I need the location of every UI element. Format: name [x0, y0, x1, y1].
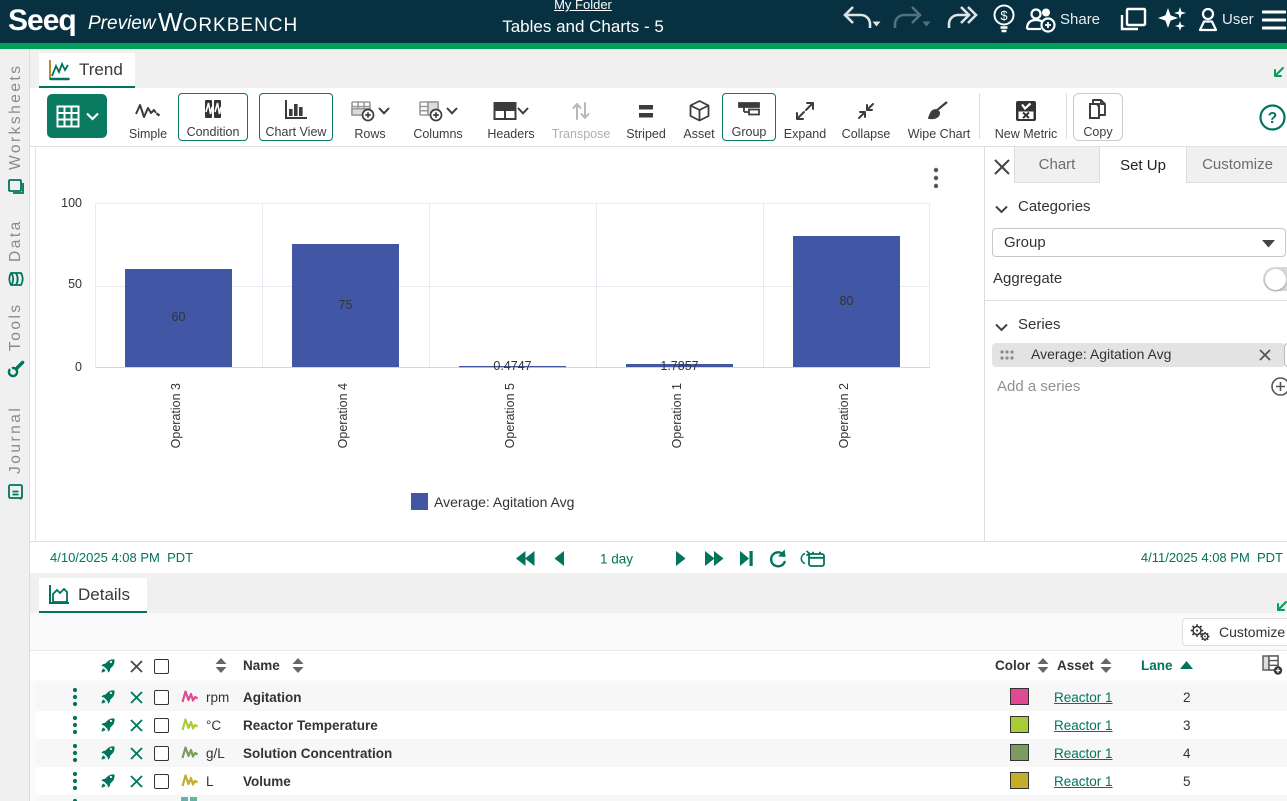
svg-text:Operation 4: Operation 4	[336, 383, 350, 448]
svg-text:60: 60	[172, 310, 186, 324]
svg-text:0: 0	[75, 360, 82, 374]
svg-text:75: 75	[339, 298, 353, 312]
svg-text:1.7857: 1.7857	[660, 359, 698, 373]
svg-text:80: 80	[840, 294, 854, 308]
svg-text:0.4747: 0.4747	[493, 359, 531, 373]
svg-text:Average: Agitation Avg: Average: Agitation Avg	[434, 494, 574, 510]
svg-text:100: 100	[61, 196, 82, 210]
svg-text:Operation 2: Operation 2	[837, 383, 851, 448]
svg-text:Operation 3: Operation 3	[169, 383, 183, 448]
svg-text:$: $	[1000, 8, 1008, 23]
svg-text:1 day: 1 day	[600, 552, 633, 567]
svg-text:50: 50	[68, 277, 82, 291]
svg-text:Operation 1: Operation 1	[670, 383, 684, 448]
svg-text:?: ?	[1268, 110, 1277, 127]
svg-text:Operation 5: Operation 5	[503, 383, 517, 448]
